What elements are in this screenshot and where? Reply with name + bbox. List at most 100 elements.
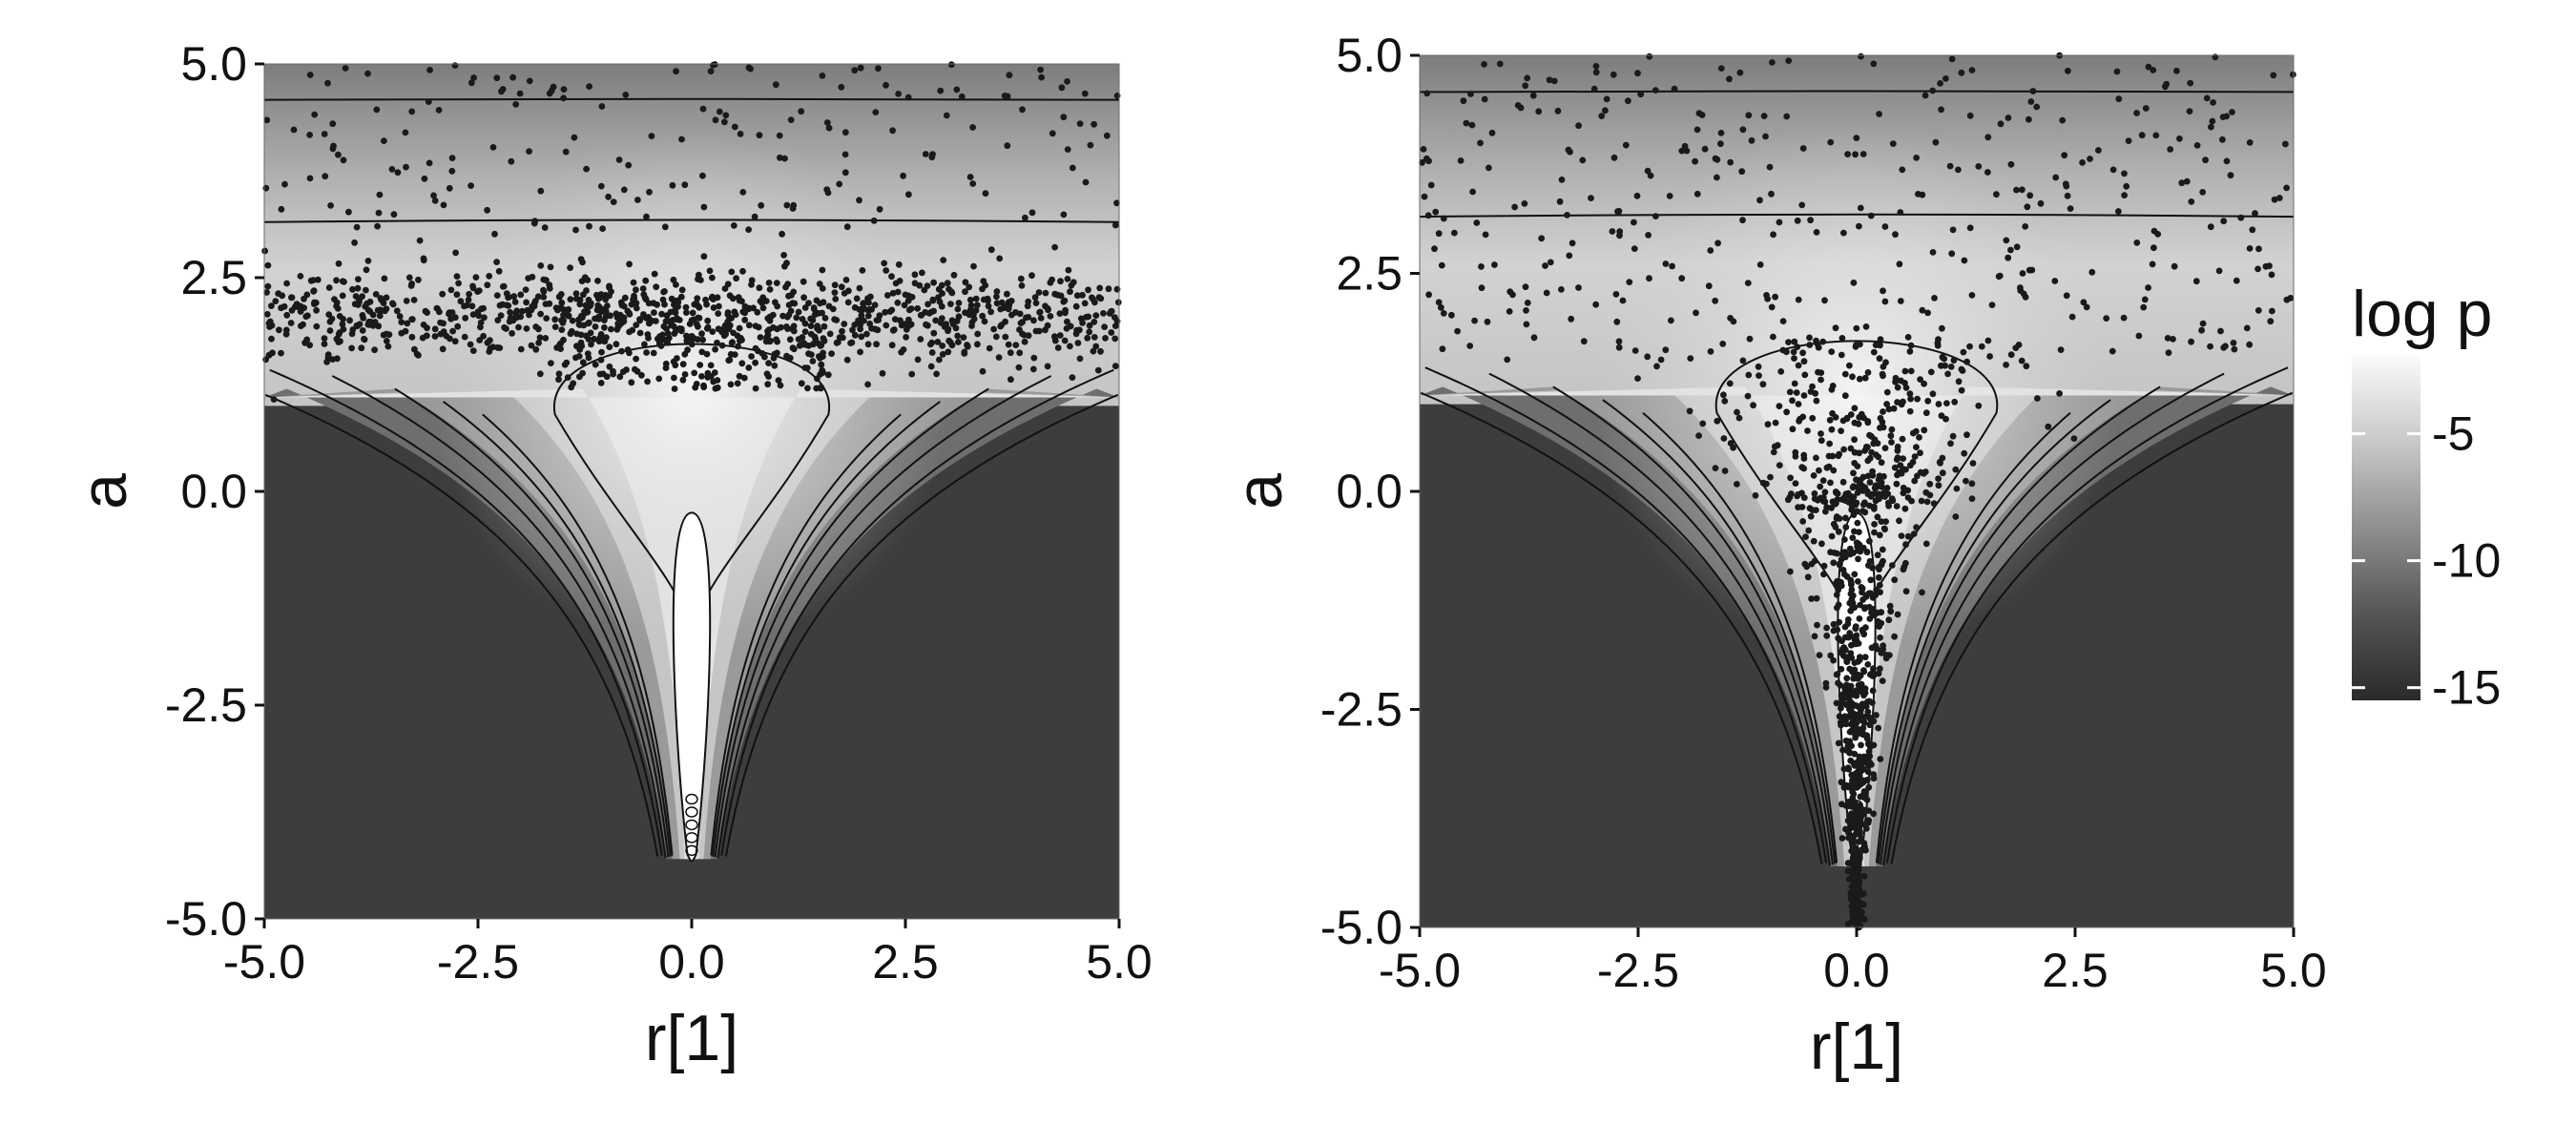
- sample-point: [2022, 223, 2029, 230]
- sample-point: [1984, 169, 1991, 176]
- sample-point: [2249, 226, 2256, 234]
- sample-point: [748, 353, 755, 360]
- sample-point: [857, 64, 864, 72]
- sample-point: [804, 385, 811, 392]
- sample-point: [2149, 260, 2156, 268]
- sample-point: [1686, 407, 1693, 415]
- sample-point: [1565, 146, 1572, 154]
- sample-point: [1870, 60, 1878, 68]
- sample-point: [1103, 132, 1111, 139]
- contour-line-bulb: [1714, 340, 1999, 635]
- sample-point: [2192, 278, 2200, 285]
- sample-point: [275, 290, 282, 298]
- sample-point: [1431, 245, 1438, 253]
- sample-point: [1848, 860, 1855, 867]
- sample-point: [1435, 299, 1443, 306]
- sample-point: [1590, 85, 1598, 93]
- sample-point: [1865, 748, 1873, 756]
- sample-point: [1440, 215, 1447, 222]
- sample-point: [974, 341, 981, 348]
- sample-point: [1845, 498, 1853, 506]
- sample-point: [587, 329, 594, 337]
- sample-point: [715, 325, 722, 333]
- sample-point: [1922, 92, 1929, 99]
- contour-ring-tip: [685, 793, 698, 805]
- sample-point: [805, 300, 812, 307]
- sample-point: [1056, 332, 1064, 339]
- sample-point: [1839, 335, 1846, 342]
- sample-point: [1955, 378, 1963, 385]
- sample-point: [755, 347, 761, 355]
- sample-point: [1111, 314, 1118, 321]
- sample-point: [1852, 817, 1859, 824]
- sample-point: [1952, 466, 1960, 473]
- sample-point: [1016, 349, 1024, 357]
- sample-point: [1717, 130, 1725, 136]
- sample-point: [451, 338, 459, 345]
- sample-point: [1835, 584, 1842, 591]
- sample-point: [1756, 197, 1763, 204]
- sample-point: [739, 267, 746, 275]
- sample-point: [1681, 142, 1689, 150]
- sample-point: [1968, 67, 1976, 73]
- sample-point: [1047, 313, 1054, 320]
- sample-point: [641, 294, 649, 302]
- sample-point: [682, 303, 690, 311]
- sample-point: [1079, 291, 1086, 299]
- sample-point: [334, 355, 341, 363]
- sample-point: [872, 109, 880, 115]
- sample-point: [673, 68, 679, 75]
- sample-point: [651, 270, 658, 278]
- sample-point: [1921, 427, 1928, 434]
- sample-point: [930, 329, 938, 337]
- sample-point: [1790, 348, 1797, 356]
- sample-point: [1695, 110, 1703, 117]
- sample-point: [1558, 177, 1566, 183]
- sample-point: [2207, 223, 2214, 231]
- sample-point: [1839, 835, 1846, 842]
- sample-point: [888, 342, 896, 349]
- sample-point: [462, 314, 469, 322]
- sample-point: [581, 274, 589, 281]
- sample-point: [1883, 401, 1890, 407]
- sample-point: [346, 317, 353, 324]
- sample-point: [288, 306, 296, 314]
- sample-point: [1839, 478, 1847, 486]
- sample-point: [1904, 494, 1912, 501]
- sample-point: [1906, 348, 1914, 355]
- sample-point: [1942, 75, 1949, 82]
- sample-point: [698, 373, 705, 380]
- sample-point: [301, 295, 307, 302]
- sample-point: [1889, 140, 1897, 148]
- sample-point: [1822, 679, 1830, 687]
- sample-point: [1890, 405, 1898, 412]
- sample-point: [1085, 286, 1091, 294]
- sample-point: [1836, 713, 1843, 720]
- sample-point: [440, 328, 447, 335]
- sample-point: [1828, 532, 1836, 540]
- sample-point: [2003, 237, 2010, 244]
- sample-point: [1785, 339, 1792, 345]
- sample-point: [1853, 632, 1860, 639]
- sample-point: [724, 311, 732, 319]
- sample-point: [992, 333, 1000, 341]
- sample-point: [1857, 923, 1864, 929]
- sample-point: [1064, 276, 1071, 282]
- sample-point: [333, 299, 341, 306]
- sample-point: [1815, 344, 1822, 351]
- sample-point: [579, 359, 587, 366]
- right-y-axis-title: a: [1223, 473, 1296, 510]
- sample-point: [727, 381, 735, 388]
- sample-point: [1588, 195, 1594, 202]
- sample-point: [1877, 756, 1884, 762]
- sample-point: [1864, 457, 1872, 465]
- sample-point: [997, 305, 1005, 313]
- sample-point: [1822, 508, 1829, 515]
- sample-point: [673, 281, 679, 288]
- sample-point: [2229, 109, 2235, 115]
- sample-point: [927, 363, 935, 370]
- sample-point: [558, 317, 565, 323]
- sample-point: [851, 322, 859, 328]
- sample-point: [1615, 338, 1623, 345]
- sample-point: [345, 208, 352, 216]
